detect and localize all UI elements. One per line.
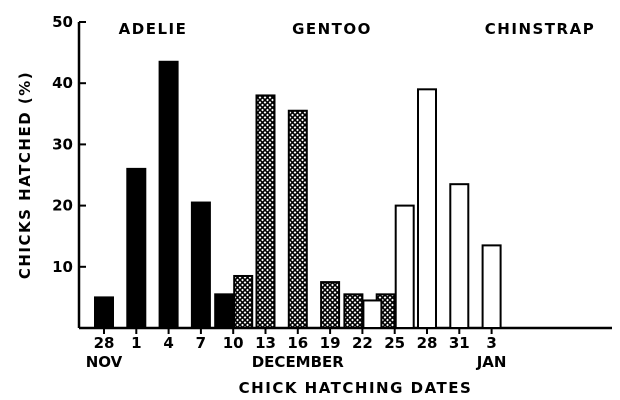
- y-tick-label: 10: [52, 258, 73, 276]
- y-axis-title: CHICKS HATCHED (%): [16, 71, 34, 279]
- x-tick-label: 10: [223, 334, 244, 352]
- chinstrap-bar: [449, 183, 470, 329]
- gentoo-bar: [287, 109, 308, 329]
- month-label: NOV: [86, 353, 123, 371]
- gentoo-bar: [255, 94, 276, 329]
- chinstrap-bar: [417, 88, 437, 329]
- adelie-bar: [214, 293, 235, 329]
- x-tick-label: 25: [384, 334, 405, 352]
- adelie-bar: [126, 167, 147, 329]
- group-title-label: CHINSTRAP: [485, 20, 595, 38]
- chinstrap-bar: [481, 244, 502, 330]
- y-tick-label: 30: [52, 135, 73, 153]
- x-tick-label: 1: [131, 334, 141, 352]
- bars: [94, 60, 502, 330]
- chinstrap-bar: [394, 204, 415, 330]
- x-axis-title: CHICK HATCHING DATES: [239, 379, 473, 397]
- adelie-bar: [190, 201, 211, 329]
- x-tick-label: 3: [486, 334, 496, 352]
- gentoo-bar: [233, 274, 254, 330]
- gentoo-bar: [320, 281, 341, 330]
- y-tick-label: 50: [52, 13, 73, 31]
- adelie-bar: [94, 296, 114, 329]
- x-tick-label: 28: [94, 334, 115, 352]
- x-tick-label: 7: [196, 334, 206, 352]
- x-tick-label: 28: [417, 334, 438, 352]
- chinstrap-bar: [362, 299, 383, 329]
- x-tick-label: 4: [163, 334, 173, 352]
- labels: 10 20 30 40 50 CHICKS HATCHED (%) 28 1 4 7 10 13 16 1…: [16, 13, 595, 397]
- y-tick-label: 20: [52, 197, 73, 215]
- x-tick-label: 31: [449, 334, 470, 352]
- month-label: JAN: [476, 353, 507, 371]
- month-label: DECEMBER: [252, 353, 345, 371]
- x-tick-label: 16: [287, 334, 308, 352]
- x-tick-label: 13: [255, 334, 276, 352]
- group-title-label: ADELIE: [119, 20, 188, 38]
- adelie-bar: [158, 60, 179, 329]
- x-tick-label: 22: [352, 334, 373, 352]
- gentoo-bar: [343, 293, 364, 329]
- group-title-label: GENTOO: [292, 20, 372, 38]
- y-tick-label: 40: [52, 74, 73, 92]
- x-tick-label: 19: [320, 334, 341, 352]
